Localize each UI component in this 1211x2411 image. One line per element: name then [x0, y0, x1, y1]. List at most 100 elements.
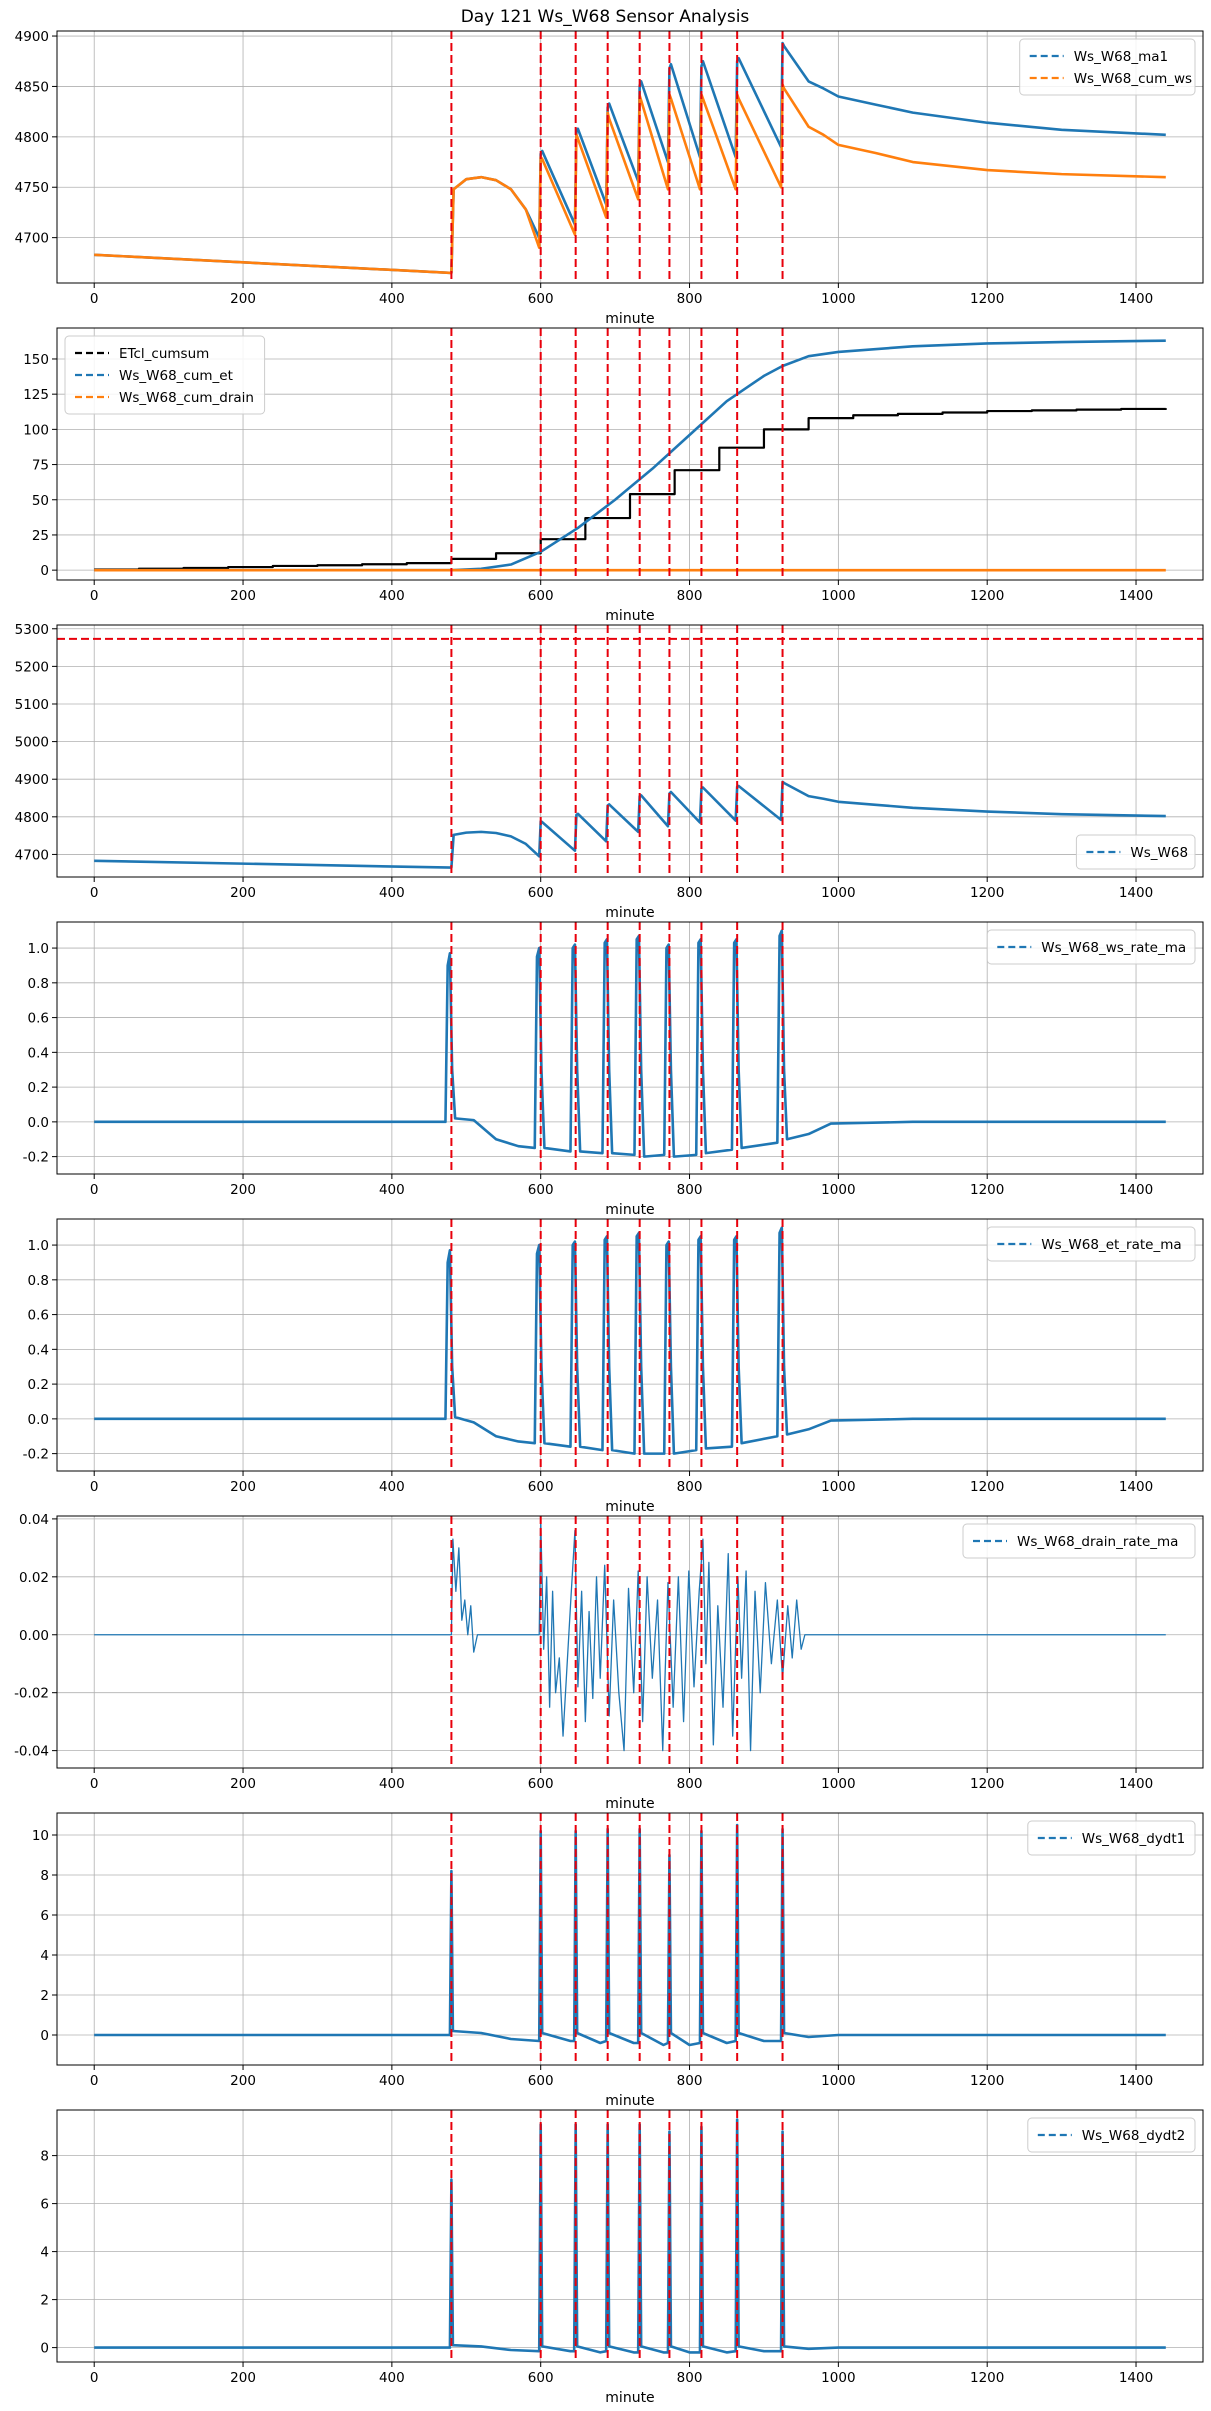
- y-tick-label: 125: [23, 387, 49, 403]
- x-tick-label: 400: [379, 885, 405, 901]
- x-axis-label: minute: [605, 608, 654, 624]
- y-tick-label: 5100: [15, 697, 49, 713]
- x-tick-label: 1000: [821, 588, 855, 604]
- y-tick-label: 4: [40, 2245, 49, 2261]
- y-tick-label: -0.04: [14, 1744, 49, 1760]
- x-tick-label: 0: [90, 885, 99, 901]
- x-tick-label: 600: [528, 885, 554, 901]
- figure-title: Day 121 Ws_W68 Sensor Analysis: [461, 7, 750, 27]
- x-tick-label: 0: [90, 1776, 99, 1792]
- y-tick-label: 0.2: [28, 1377, 49, 1393]
- x-tick-label: 600: [528, 588, 554, 604]
- y-tick-label: 6: [40, 1908, 49, 1924]
- x-tick-label: 1200: [970, 2073, 1004, 2089]
- y-tick-label: 0.4: [28, 1342, 49, 1358]
- x-tick-label: 1000: [821, 1776, 855, 1792]
- legend: Ws_W68_et_rate_ma: [987, 1227, 1195, 1261]
- y-tick-label: 8: [40, 1868, 49, 1884]
- x-axis-label: minute: [605, 1796, 654, 1812]
- legend-label: Ws_W68_ma1: [1074, 49, 1168, 65]
- x-axis-label: minute: [605, 1499, 654, 1515]
- x-tick-label: 1200: [970, 2370, 1004, 2386]
- x-tick-label: 1400: [1119, 1182, 1153, 1198]
- x-axis-label: minute: [605, 905, 654, 921]
- x-tick-label: 600: [528, 2073, 554, 2089]
- figure: Day 121 Ws_W68 Sensor Analysis 0 200 400 60…: [0, 0, 1211, 2411]
- x-axis-label: minute: [605, 2390, 654, 2406]
- legend-label: Ws_W68_dydt2: [1082, 2128, 1185, 2144]
- legend: ETcl_cumsumWs_W68_cum_etWs_W68_cum_drain: [65, 336, 265, 414]
- legend-label: Ws_W68_et_rate_ma: [1041, 1237, 1181, 1253]
- x-tick-label: 200: [230, 2073, 256, 2089]
- y-tick-label: 0.0: [28, 1115, 49, 1131]
- x-tick-label: 800: [677, 1479, 703, 1495]
- x-tick-label: 1200: [970, 1776, 1004, 1792]
- legend: Ws_W68_dydt2: [1028, 2118, 1195, 2152]
- y-tick-label: -0.02: [14, 1686, 49, 1702]
- legend: Ws_W68: [1076, 835, 1195, 869]
- y-tick-label: 100: [23, 422, 49, 438]
- x-tick-label: 1400: [1119, 2370, 1153, 2386]
- x-tick-label: 400: [379, 588, 405, 604]
- x-tick-label: 800: [677, 2073, 703, 2089]
- x-tick-label: 400: [379, 2073, 405, 2089]
- x-tick-label: 400: [379, 2370, 405, 2386]
- x-tick-label: 400: [379, 291, 405, 307]
- legend-label: Ws_W68_cum_ws: [1074, 71, 1192, 87]
- y-tick-label: 4: [40, 1948, 49, 1964]
- x-axis-label: minute: [605, 311, 654, 327]
- x-tick-label: 1400: [1119, 291, 1153, 307]
- x-tick-label: 1000: [821, 1182, 855, 1198]
- x-tick-label: 0: [90, 2073, 99, 2089]
- y-tick-label: 0.6: [28, 1011, 49, 1027]
- y-tick-label: 0.02: [19, 1570, 49, 1586]
- x-axis-label: minute: [605, 1202, 654, 1218]
- y-tick-label: 4800: [15, 130, 49, 146]
- x-tick-label: 800: [677, 2370, 703, 2386]
- x-tick-label: 400: [379, 1776, 405, 1792]
- legend-label: Ws_W68_cum_et: [119, 368, 233, 384]
- legend-label: ETcl_cumsum: [119, 346, 209, 362]
- x-tick-label: 0: [90, 1182, 99, 1198]
- x-tick-label: 200: [230, 588, 256, 604]
- x-tick-label: 600: [528, 1479, 554, 1495]
- x-tick-label: 1200: [970, 588, 1004, 604]
- x-tick-label: 400: [379, 1182, 405, 1198]
- x-tick-label: 1200: [970, 291, 1004, 307]
- legend-label: Ws_W68_ws_rate_ma: [1041, 940, 1186, 956]
- x-tick-label: 1400: [1119, 885, 1153, 901]
- legend: Ws_W68_ws_rate_ma: [987, 930, 1195, 964]
- y-tick-label: 0.8: [28, 976, 49, 992]
- y-tick-label: 75: [32, 458, 49, 474]
- legend: Ws_W68_ma1 Ws_W68_cum_ws: [1020, 39, 1195, 95]
- x-tick-label: 0: [90, 1479, 99, 1495]
- y-tick-label: 4800: [15, 810, 49, 826]
- y-tick-label: 8: [40, 2149, 49, 2165]
- x-tick-label: 800: [677, 588, 703, 604]
- y-tick-label: 10: [32, 1828, 49, 1844]
- x-tick-label: 1400: [1119, 1479, 1153, 1495]
- x-tick-label: 200: [230, 291, 256, 307]
- y-tick-label: 5300: [15, 622, 49, 638]
- y-tick-label: 0.4: [28, 1045, 49, 1061]
- x-tick-label: 600: [528, 1776, 554, 1792]
- y-tick-label: 0.00: [19, 1628, 49, 1644]
- y-tick-label: 0: [40, 563, 49, 579]
- x-tick-label: 1000: [821, 885, 855, 901]
- y-tick-label: 4850: [15, 79, 49, 95]
- legend: Ws_W68_drain_rate_ma: [963, 1524, 1195, 1558]
- y-tick-label: 0.8: [28, 1273, 49, 1289]
- y-tick-label: 0: [40, 2028, 49, 2044]
- x-tick-label: 1400: [1119, 2073, 1153, 2089]
- legend-label: Ws_W68_dydt1: [1082, 1831, 1185, 1847]
- x-tick-label: 0: [90, 291, 99, 307]
- x-tick-label: 600: [528, 2370, 554, 2386]
- x-tick-label: 1000: [821, 1479, 855, 1495]
- x-tick-label: 800: [677, 885, 703, 901]
- y-tick-label: 0.2: [28, 1080, 49, 1096]
- y-tick-label: -0.2: [23, 1447, 49, 1463]
- y-tick-label: 5200: [15, 659, 49, 675]
- x-tick-label: 1200: [970, 1182, 1004, 1198]
- y-tick-label: 0: [40, 2341, 49, 2357]
- y-tick-label: 4700: [15, 231, 49, 247]
